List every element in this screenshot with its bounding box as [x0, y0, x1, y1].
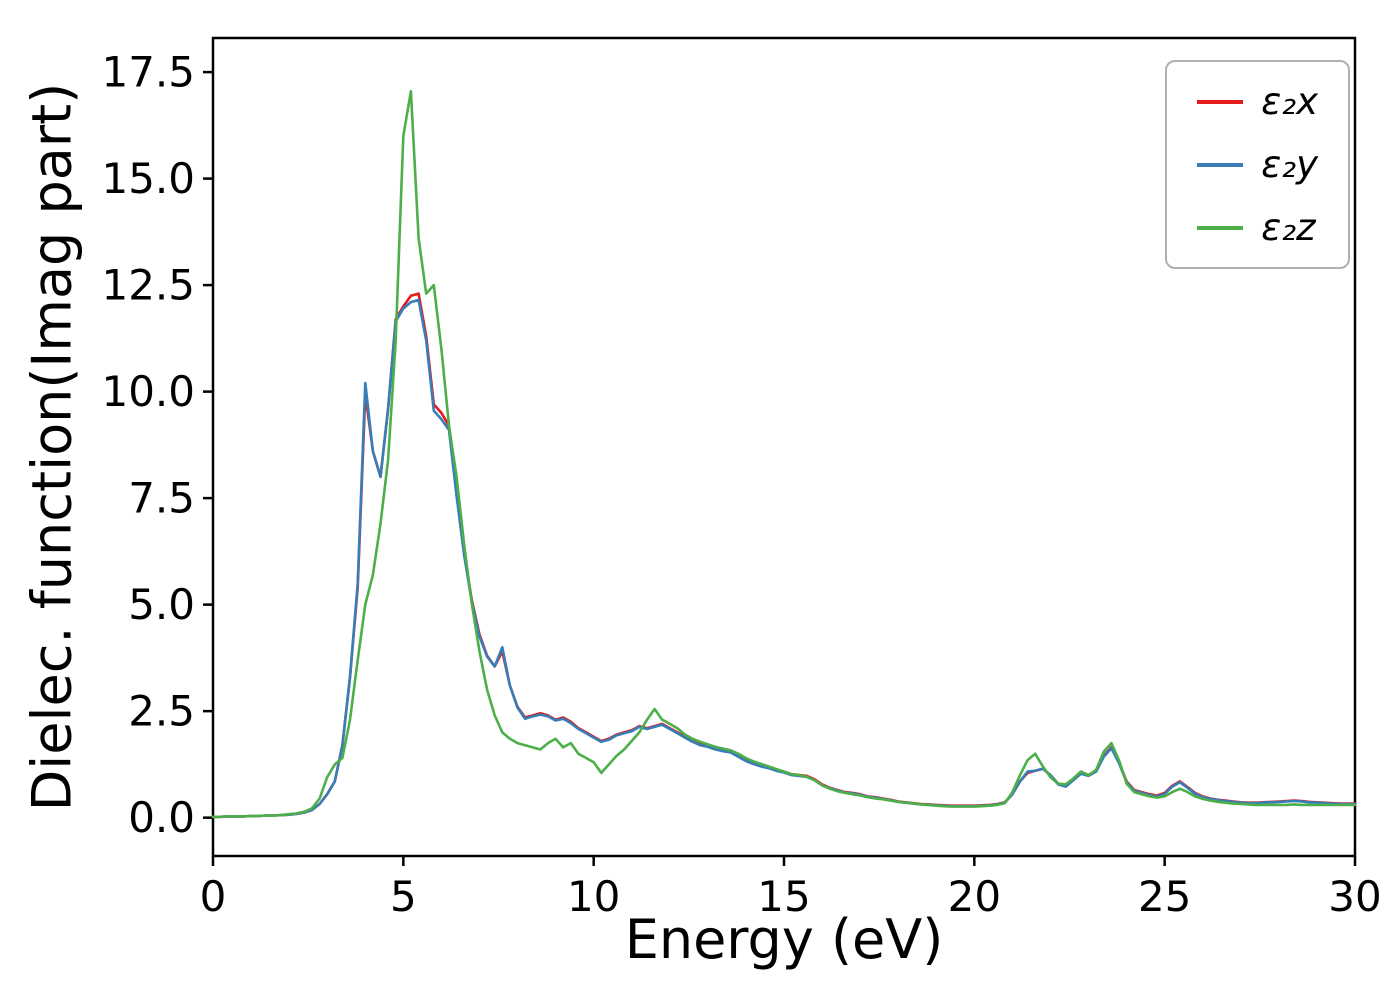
series-line-2: [211, 298, 1357, 819]
y-tick-label: 15.0: [101, 154, 195, 203]
legend-line-swatch: [1197, 225, 1244, 230]
y-tick-label: 0.0: [128, 793, 195, 842]
x-axis-label: Energy (eV): [624, 908, 944, 971]
legend-item: ε₂x: [1197, 80, 1318, 123]
y-tick-label: 7.5: [128, 474, 195, 523]
y-tick-label: 10.0: [101, 367, 195, 416]
legend: ε₂x ε₂y ε₂z: [1165, 60, 1350, 269]
x-tick-label: 5: [390, 872, 417, 921]
legend-item: ε₂y: [1197, 143, 1318, 186]
y-axis-label: Dielec. function(Imag part): [20, 82, 84, 812]
series-line-3: [211, 90, 1357, 819]
legend-label: ε₂z: [1261, 206, 1316, 249]
y-tick-label: 12.5: [101, 261, 195, 310]
legend-label: ε₂y: [1261, 143, 1318, 186]
legend-line-swatch: [1197, 99, 1244, 104]
y-tick-label: 5.0: [128, 580, 195, 629]
x-tick-label: 10: [567, 872, 620, 921]
series-line-1: [211, 292, 1357, 819]
x-tick-label: 30: [1328, 872, 1381, 921]
legend-label: ε₂x: [1261, 80, 1318, 123]
x-tick-label: 25: [1138, 872, 1191, 921]
legend-line-swatch: [1197, 162, 1244, 167]
x-tick-label: 15: [757, 872, 810, 921]
x-tick-label: 20: [948, 872, 1001, 921]
x-tick-label: 0: [200, 872, 227, 921]
y-tick-label: 17.5: [101, 48, 195, 97]
y-tick-label: 2.5: [128, 687, 195, 736]
legend-item: ε₂z: [1197, 206, 1318, 249]
